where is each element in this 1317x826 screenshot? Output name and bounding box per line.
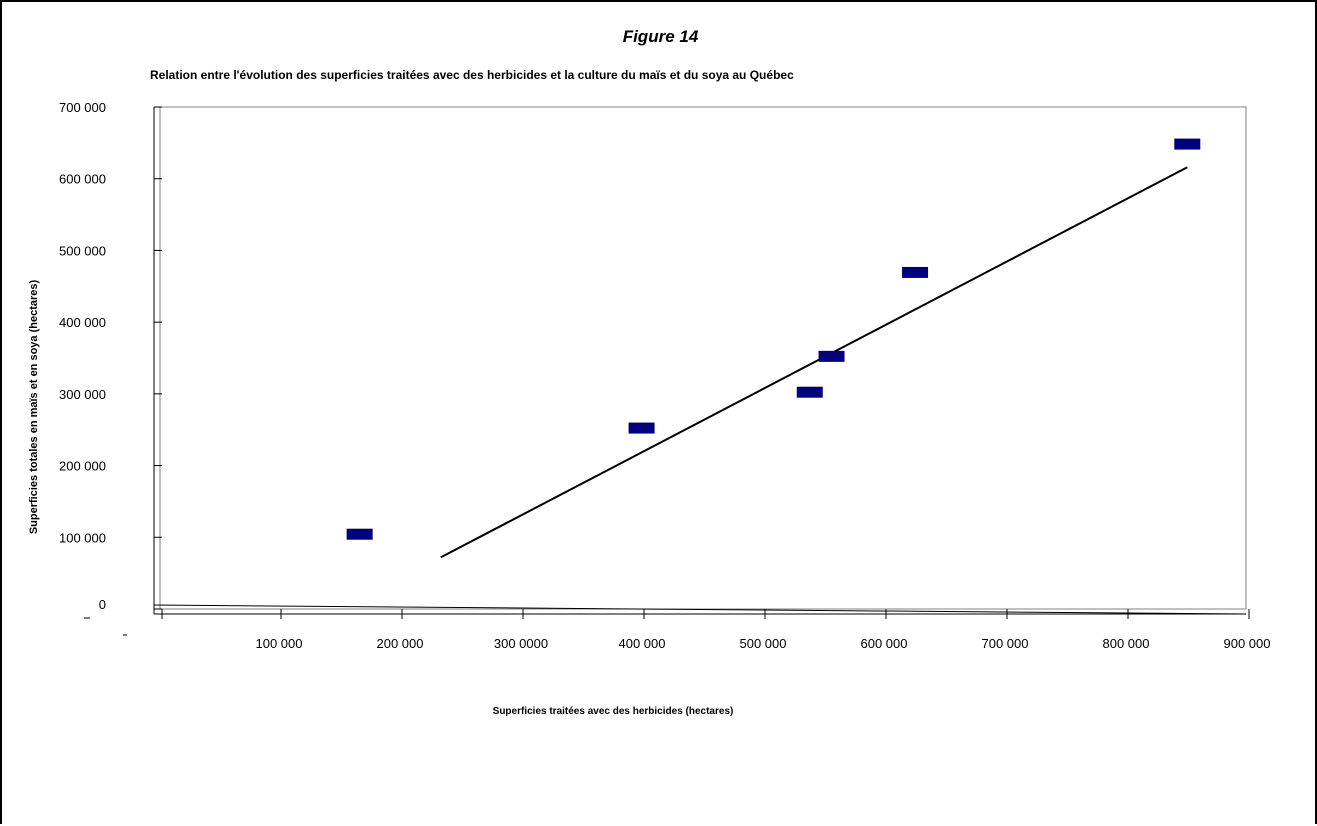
plot-border <box>159 106 1247 610</box>
y-tick-label: 700 000 <box>59 100 106 115</box>
x-tick-label: 600 000 <box>861 636 908 651</box>
chart-title: Relation entre l'évolution des superfici… <box>150 68 794 82</box>
x-tick-label: 300 0000 <box>494 636 548 651</box>
x-axis-label: Superficies traitées avec des herbicides… <box>492 706 734 717</box>
x-tick-label: 500 000 <box>740 636 787 651</box>
trendline <box>440 166 1188 559</box>
y-tick-label: 600 000 <box>59 172 106 187</box>
x-tick-label: 900 000 <box>1224 636 1271 651</box>
x-tick-label: 200 000 <box>377 636 424 651</box>
y-tick-label: 0 <box>99 597 106 612</box>
y-tick-label: 500 000 <box>59 243 106 258</box>
data-point <box>1174 138 1201 150</box>
baseline-line <box>153 604 1247 615</box>
x-tick-label: 100 000 <box>256 636 303 651</box>
x-tick-label: 700 000 <box>982 636 1029 651</box>
data-point <box>796 386 823 398</box>
y-tick-label: 400 000 <box>59 315 106 330</box>
y-tick-label: 100 000 <box>59 530 106 545</box>
figure-label: Figure 14 <box>622 27 699 46</box>
x-tick-label: 400 000 <box>619 636 666 651</box>
data-point <box>346 528 373 540</box>
data-point <box>818 350 845 362</box>
x-tick-label: 800 000 <box>1103 636 1150 651</box>
y-tick-label: 300 000 <box>59 387 106 402</box>
data-point <box>628 422 655 434</box>
y-tick-label: 200 000 <box>59 459 106 474</box>
data-point <box>902 266 929 278</box>
